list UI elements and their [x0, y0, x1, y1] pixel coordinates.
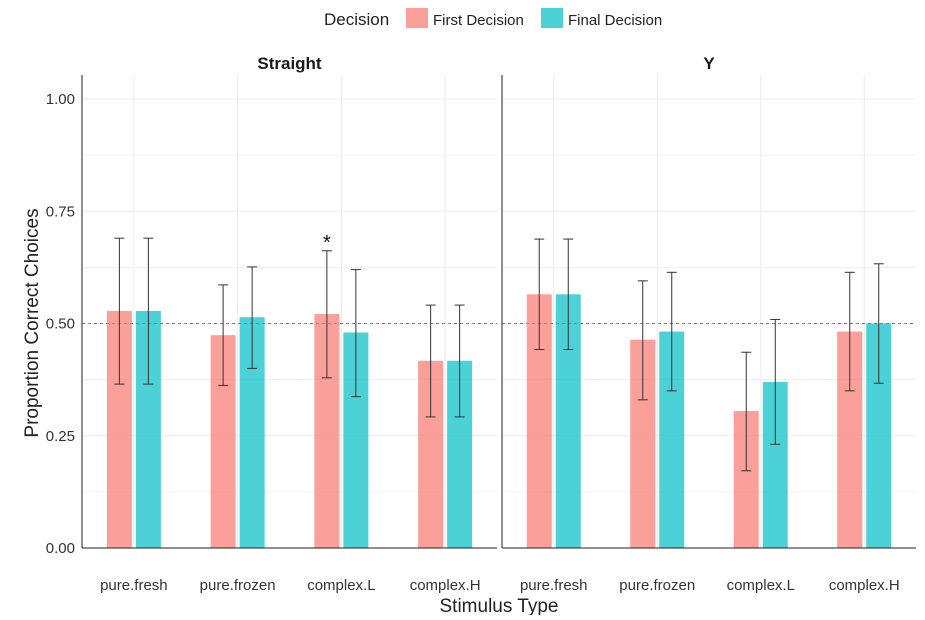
legend-label-final-decision: Final Decision — [568, 12, 662, 29]
legend-swatch-first-decision — [406, 8, 428, 28]
legend-label-first-decision: First Decision — [433, 12, 524, 29]
x-tick-label: complex.H — [410, 577, 481, 594]
y-tick-label: 1.00 — [46, 91, 75, 108]
significance-marker: * — [323, 232, 331, 254]
y-tick-label: 0.50 — [46, 316, 75, 333]
x-tick-label: complex.H — [829, 577, 900, 594]
legend-swatch-final-decision — [541, 8, 563, 28]
y-axis-label: Proportion Correct Choices — [22, 208, 43, 437]
x-tick-label: pure.frozen — [619, 577, 695, 594]
x-tick-label: pure.fresh — [520, 577, 588, 594]
legend: Decision First Decision Final Decision — [324, 8, 662, 29]
x-tick-label: complex.L — [727, 577, 795, 594]
y-tick-label: 0.00 — [46, 540, 75, 557]
y-tick-label: 0.75 — [46, 203, 75, 220]
panel-title: Straight — [257, 54, 322, 73]
x-tick-label: pure.fresh — [100, 577, 168, 594]
x-tick-label: complex.L — [307, 577, 375, 594]
plot-layer: 0.00 0.25 0.50 0.75 1.00 Straight pure.fresh pu… — [46, 54, 916, 594]
legend-title: Decision — [324, 10, 389, 29]
panel-title: Y — [703, 54, 715, 73]
x-axis-label: Stimulus Type — [440, 596, 559, 615]
y-tick-label: 0.25 — [46, 428, 75, 445]
x-tick-label: pure.frozen — [200, 577, 276, 594]
panel-straight: Straight pure.fresh pure.frozen complex.L co… — [81, 54, 497, 594]
